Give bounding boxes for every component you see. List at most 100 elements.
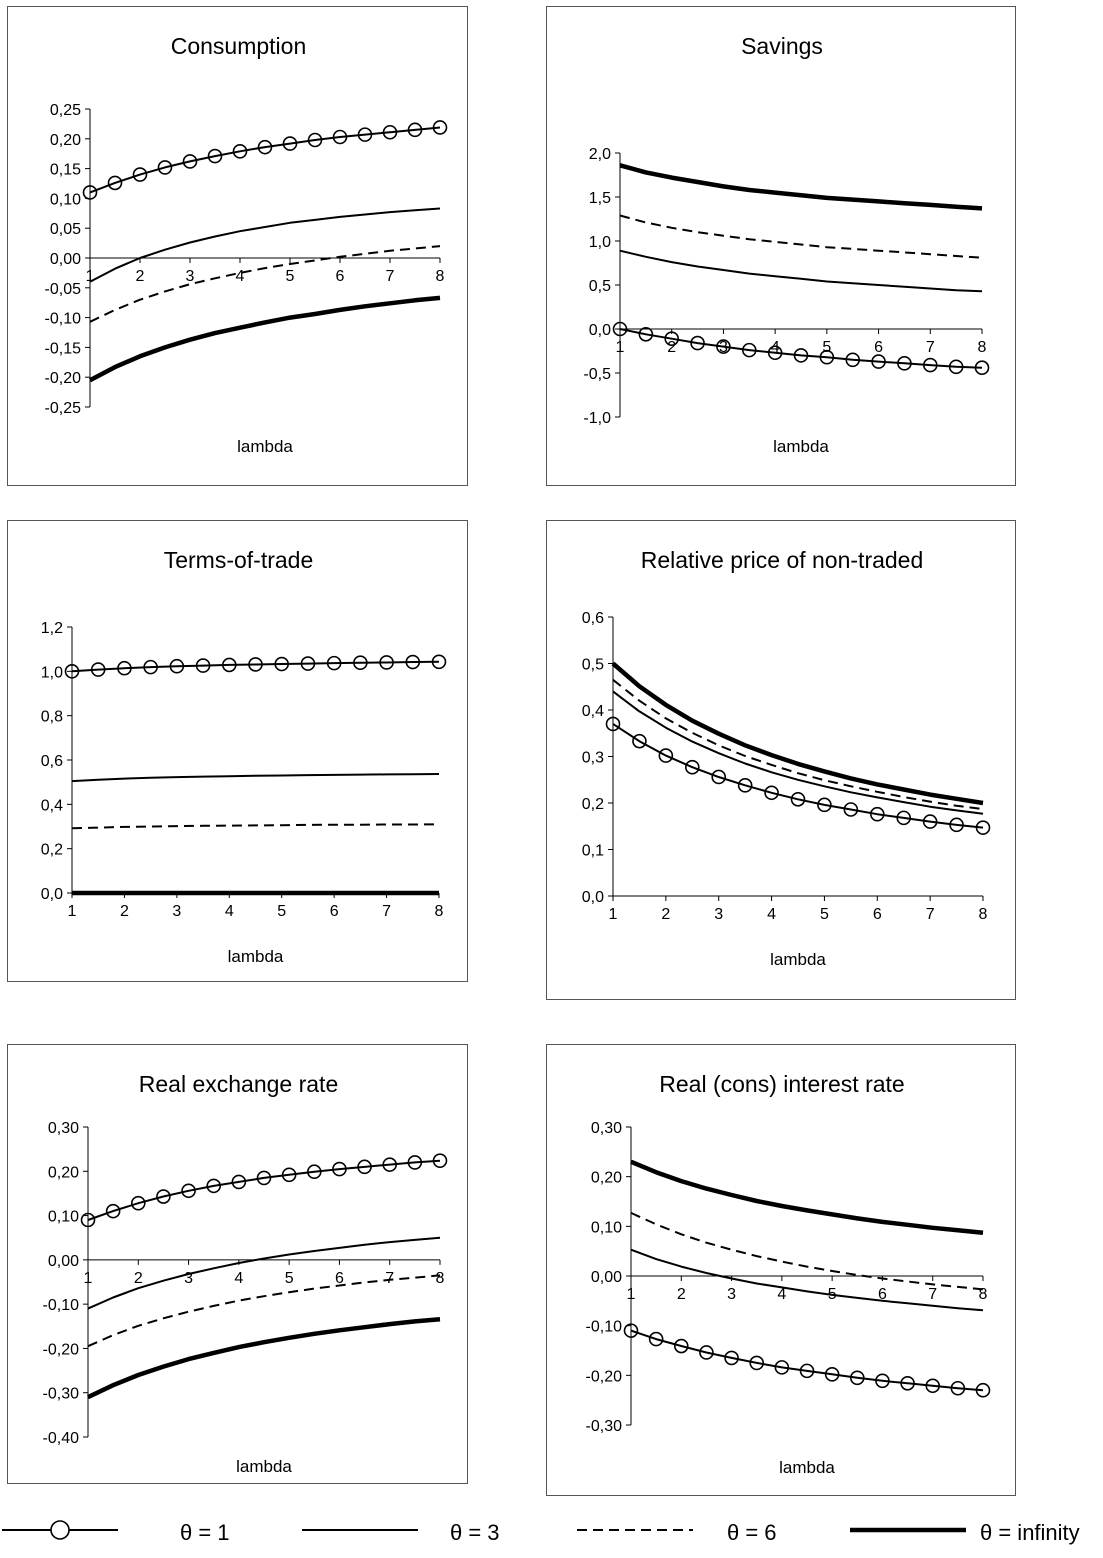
data-point-theta1 (157, 160, 173, 175)
data-point-theta1 (817, 797, 832, 813)
x-tick-label: 1 (609, 906, 618, 923)
data-point-theta1 (206, 1178, 222, 1194)
x-tick-label: 5 (822, 339, 831, 356)
data-point-theta1 (790, 791, 806, 807)
data-point-theta1 (690, 335, 705, 351)
data-point-theta1 (432, 120, 448, 135)
y-tick-label: 0,10 (50, 191, 81, 208)
data-point-theta1 (975, 820, 991, 835)
data-point-theta1 (648, 1331, 664, 1347)
data-point-theta1 (658, 748, 674, 763)
chart-canvas: Relative price of non-traded 0,6 0,5 0,4 0,3… (582, 547, 991, 969)
data-point-theta1 (922, 814, 938, 829)
series-line-theta3 (71, 773, 440, 783)
data-point-theta1 (875, 1373, 890, 1389)
x-axis-label: lambda (770, 950, 826, 969)
x-tick-label: 5 (285, 1270, 294, 1287)
data-point-theta1 (896, 810, 912, 826)
series-line-theta6 (71, 823, 440, 830)
data-point-theta1 (353, 655, 368, 670)
chart-savings: Savings 2,0 1,5 1,0 0,5 0,0 -0,5 -1,0 1 2 3 4 5 6 7 8 la… (546, 6, 1016, 486)
data-point-theta1 (948, 359, 964, 375)
data-point-theta1 (623, 1323, 639, 1338)
data-point-theta1 (332, 129, 348, 145)
data-point-theta1 (632, 733, 647, 749)
data-point-theta1 (357, 127, 373, 142)
x-tick-label: 3 (714, 906, 723, 923)
chart-canvas: Consumption 0,25 0,20 0,15 0,10 0,05 0,00 -0,05… (45, 33, 448, 456)
x-tick-label: 7 (928, 1286, 937, 1303)
series-line-theta3 (87, 1236, 441, 1310)
y-tick-label: 0,2 (41, 842, 63, 859)
y-tick-label: -0,20 (43, 1341, 80, 1358)
series-line-theta6 (630, 1211, 984, 1291)
chart-canvas: Real exchange rate 0,30 0,20 0,10 0,00 -0,10 -… (43, 1071, 448, 1476)
data-point-theta1 (379, 655, 394, 670)
x-tick-label: 4 (225, 903, 234, 920)
x-tick-label: 5 (286, 268, 295, 285)
x-tick-label: 4 (767, 906, 776, 923)
chart-title: Real exchange rate (139, 1071, 338, 1097)
series-line-theta1 (630, 1329, 984, 1392)
data-point-theta1 (849, 1370, 865, 1386)
data-point-theta1 (281, 1167, 297, 1183)
y-tick-label: 1,2 (41, 620, 63, 637)
data-point-theta1 (231, 1174, 247, 1190)
data-point-theta1 (195, 658, 211, 673)
y-tick-label: -0,10 (43, 1297, 80, 1314)
x-axis-label: lambda (779, 1458, 835, 1477)
chart-real-interest-rate: Real (cons) interest rate 0,30 0,20 0,10 0,0… (546, 1044, 1016, 1496)
x-tick-label: 2 (661, 906, 670, 923)
data-point-theta1 (107, 175, 123, 191)
data-point-theta1 (871, 354, 886, 369)
x-tick-label: 8 (435, 903, 444, 920)
data-point-theta1 (431, 654, 447, 670)
y-tick-label: -0,25 (45, 400, 82, 417)
data-point-theta1 (764, 785, 779, 801)
data-point-theta1 (869, 806, 885, 822)
y-tick-label: 0,10 (591, 1219, 622, 1236)
y-tick-label: -0,15 (45, 340, 82, 357)
data-point-theta1 (274, 656, 290, 672)
data-point-theta1 (282, 136, 298, 151)
data-point-theta1 (105, 1203, 121, 1219)
data-point-theta1 (749, 1355, 765, 1371)
data-point-theta1 (638, 326, 654, 342)
y-tick-label: 1,0 (589, 234, 611, 251)
data-point-theta1 (949, 817, 964, 833)
chart-real-exchange-rate: Real exchange rate 0,30 0,20 0,10 0,00 -0,10 -… (7, 1044, 468, 1484)
x-tick-label: 7 (926, 906, 935, 923)
x-tick-label: 7 (385, 1270, 394, 1287)
x-tick-label: 2 (677, 1286, 686, 1303)
x-tick-label: 5 (277, 903, 286, 920)
data-point-theta1 (132, 167, 148, 182)
legend-swatch-theta-6 (577, 1529, 693, 1531)
legend-swatch-theta-3 (302, 1529, 418, 1531)
x-tick-label: 8 (979, 1286, 988, 1303)
legend-label: θ = 6 (727, 1520, 777, 1545)
y-tick-label: 0,00 (50, 251, 81, 268)
y-tick-label: 0,8 (41, 709, 63, 726)
x-tick-label: 3 (172, 903, 181, 920)
y-tick-label: -0,10 (586, 1319, 623, 1336)
x-tick-label: 6 (330, 903, 339, 920)
y-tick-label: 0,0 (589, 322, 611, 339)
series-line-thetainf (630, 1159, 984, 1236)
x-tick-label: 3 (186, 268, 195, 285)
series-line-theta6 (87, 1274, 441, 1348)
data-point-theta1 (90, 662, 106, 677)
series-line-theta6 (619, 214, 983, 259)
chart-terms-of-trade: Terms-of-trade 1,2 1,0 0,8 0,6 0,4 0,2 0,0 1 2 3 4 5… (7, 520, 468, 982)
data-point-theta1 (64, 664, 80, 679)
y-tick-label: 0,1 (582, 843, 604, 860)
legend-swatch-theta-1 (2, 1520, 118, 1540)
x-tick-label: 8 (436, 268, 445, 285)
y-tick-label: 0,0 (582, 889, 604, 906)
series-line-theta3 (619, 249, 983, 293)
legend-label: θ = 1 (180, 1520, 230, 1545)
y-tick-label: -0,5 (583, 366, 611, 383)
data-point-theta1 (332, 1161, 347, 1177)
series-line-theta6 (612, 679, 984, 810)
data-point-theta1 (664, 331, 680, 346)
